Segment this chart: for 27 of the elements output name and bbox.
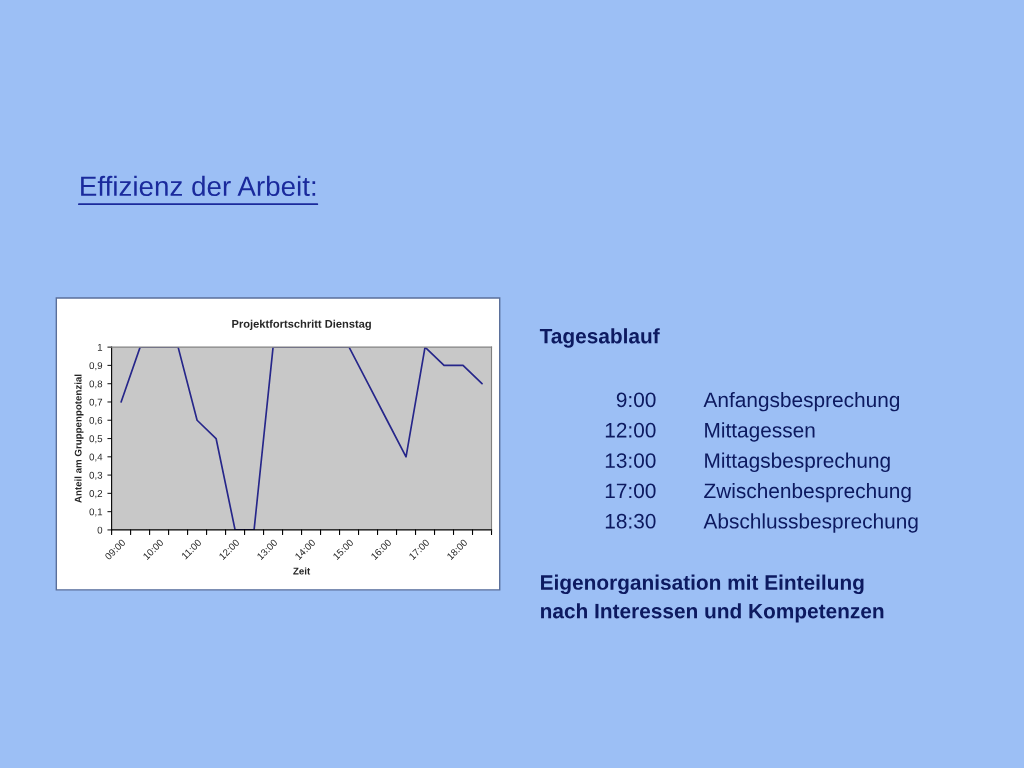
y-tick-label: 0 [97, 526, 103, 534]
x-axis-title: Zeit [293, 567, 311, 575]
text: 12:00 [605, 422, 656, 438]
y-tick-label: 0,2 [89, 490, 103, 499]
text: Eigenorganisation mit Einteilung nach Interessen und Kompetenzen [541, 574, 884, 623]
y-axis-title: Anteil am Gruppenpotenzial [74, 374, 84, 503]
text: 17:00 [605, 483, 656, 499]
y-tick-label: 0,1 [89, 508, 103, 517]
text: 9:00 [616, 392, 656, 408]
y-tick-label: 0,4 [89, 453, 103, 462]
y-tick-label: 0,9 [89, 362, 103, 371]
y-tick-label: 0,6 [89, 416, 103, 426]
text: Abschlussbesprechung [703, 513, 918, 533]
y-tick-label: 0,7 [89, 398, 103, 407]
text: Anfangsbesprechung [703, 391, 900, 412]
y-tick-label: 1 [97, 343, 103, 351]
text: 18:30 [605, 513, 656, 529]
y-tick-label: 0,8 [89, 380, 103, 389]
text: Zwischenbesprechung [704, 482, 911, 503]
text: Tagesablauf [539, 328, 660, 348]
text: 13:00 [605, 453, 656, 468]
y-tick-label: 0,3 [89, 471, 103, 480]
y-tick-label: 0,5 [89, 435, 103, 444]
text: Effizienz der Arbeit: [81, 175, 316, 197]
text: Mittagessen [705, 422, 815, 442]
text: Mittagsbesprechung [705, 452, 890, 473]
chart-title: Projektfortschritt Dienstag [232, 319, 371, 331]
